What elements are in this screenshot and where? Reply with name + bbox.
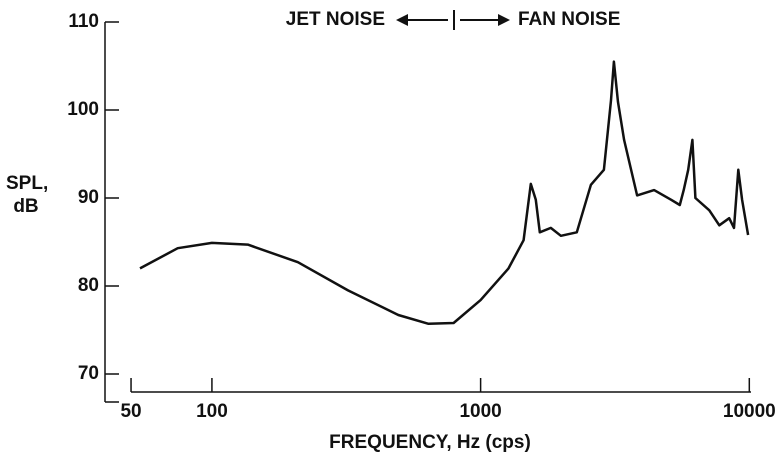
x-tick-label: 50: [120, 401, 141, 422]
x-axis-label: FREQUENCY, Hz (cps): [329, 432, 531, 453]
x-tick-label: 100: [196, 401, 228, 422]
y-tick-label: 110: [68, 11, 99, 32]
x-tick-label: 10000: [723, 401, 776, 422]
y-tick-label: 90: [78, 187, 99, 208]
annotation: JET NOISE: [286, 9, 385, 30]
annotation: FAN NOISE: [518, 9, 620, 30]
y-tick-label: 80: [78, 275, 99, 296]
y-axis-label: SPL, dB: [6, 173, 49, 217]
y-tick-label: 70: [78, 363, 99, 384]
y-tick-label: 100: [67, 99, 99, 120]
line: [139, 60, 750, 326]
x-tick-label: 1000: [459, 401, 501, 422]
divider-arrows: [396, 10, 510, 30]
